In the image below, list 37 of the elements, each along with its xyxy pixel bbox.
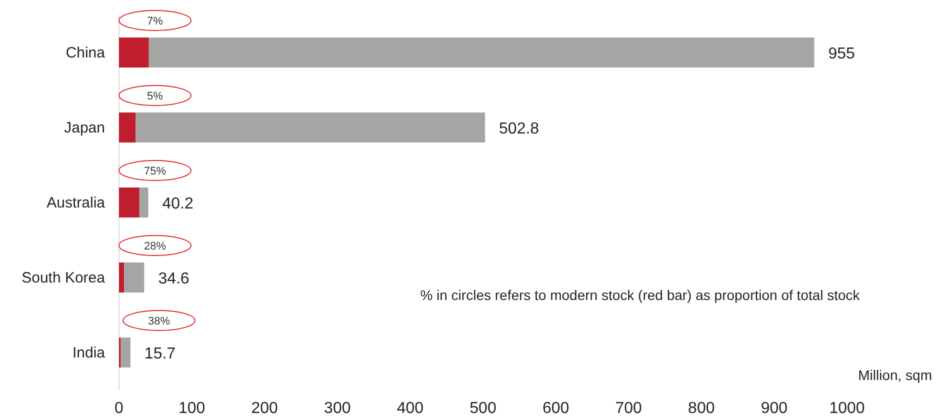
bar (119, 112, 136, 142)
total-label: 15.7 (144, 346, 176, 362)
annotation: 7% (147, 16, 164, 28)
total-label: 502.8 (499, 120, 540, 138)
x-axis-title: Million, sqm (858, 367, 932, 383)
y-tick-label: China (66, 44, 106, 62)
total-label: 34.6 (158, 270, 190, 288)
x-tick-label: 900 (760, 400, 788, 417)
bar (120, 338, 130, 368)
x-tick-label: 800 (688, 400, 715, 417)
x-tick-label: 1000 (829, 400, 865, 417)
x-tick-label: 0 (114, 400, 124, 417)
bar (119, 188, 140, 218)
annotation: 28% (144, 240, 166, 252)
bar (119, 262, 124, 292)
total-label: 40.2 (162, 196, 194, 212)
bar (148, 38, 814, 68)
x-tick-label: 500 (470, 400, 496, 417)
bar (139, 188, 148, 218)
x-tick-label: 200 (251, 400, 278, 417)
y-tick-label: Australia (46, 194, 106, 212)
y-tick-label: South Korea (22, 270, 106, 286)
total-label: 955 (828, 46, 856, 62)
x-tick-label: 700 (615, 400, 642, 417)
y-tick-label: Japan (64, 120, 105, 136)
x-tick-label: 100 (178, 400, 206, 417)
x-tick-label: 400 (396, 400, 424, 417)
bar (136, 112, 486, 142)
bar (119, 38, 149, 68)
y-tick-label: India (72, 344, 106, 362)
annotation: 38% (148, 316, 170, 328)
x-tick-label: 300 (324, 400, 351, 417)
bar (124, 262, 144, 292)
annotation: % in circles refers to modern stock (red bar) as proportion of total stock (420, 287, 861, 303)
x-tick-label: 600 (542, 400, 570, 417)
annotation: 5% (147, 90, 164, 102)
annotation: 75% (144, 166, 166, 178)
